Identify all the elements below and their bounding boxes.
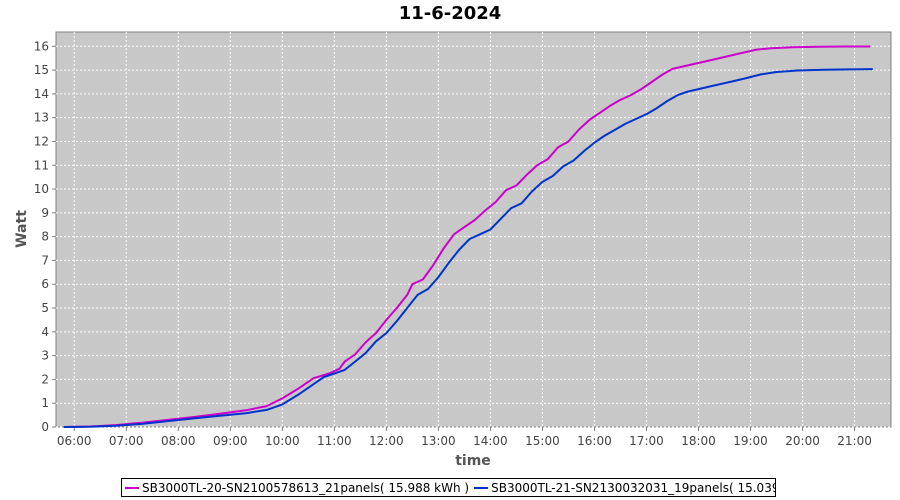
legend-label-2: SB3000TL-21-SN2130032031_19panels( 15.03…	[491, 480, 776, 495]
legend-label-1: SB3000TL-20-SN2100578613_21panels( 15.98…	[142, 480, 470, 495]
y-tick-label: 3	[41, 349, 49, 363]
x-tick-label: 13:00	[421, 434, 456, 448]
y-tick-label: 7	[41, 253, 49, 267]
y-tick-label: 11	[34, 158, 49, 172]
x-axis-label: time	[455, 453, 491, 469]
x-tick-label: 08:00	[161, 434, 196, 448]
x-tick-label: 06:00	[57, 434, 92, 448]
x-tick-label: 16:00	[577, 434, 612, 448]
legend-swatch-2	[474, 486, 489, 489]
y-tick-label: 9	[41, 206, 49, 220]
y-tick-label: 8	[41, 230, 49, 244]
x-tick-label: 21:00	[837, 434, 872, 448]
x-tick-label: 14:00	[473, 434, 508, 448]
series-line-1	[63, 45, 871, 428]
x-tick-label: 09:00	[213, 434, 248, 448]
x-tick-label: 18:00	[681, 434, 716, 448]
x-tick-label: 10:00	[265, 434, 300, 448]
y-tick-label: 1	[41, 396, 49, 410]
x-tick-label: 07:00	[109, 434, 144, 448]
y-tick-label: 2	[41, 372, 49, 386]
chart-title: 11-6-2024	[398, 3, 502, 24]
x-tick-label: 11:00	[317, 434, 352, 448]
y-tick-label: 0	[41, 420, 49, 434]
y-tick-label: 15	[34, 63, 49, 77]
legend-item-2: SB3000TL-21-SN2130032031_19panels( 15.03…	[474, 480, 776, 495]
y-tick-label: 6	[41, 277, 49, 291]
x-tick-label: 19:00	[733, 434, 768, 448]
y-tick-label: 12	[34, 134, 49, 148]
y-tick-label: 4	[41, 325, 49, 339]
y-tick-label: 10	[34, 182, 49, 196]
x-tick-label: 15:00	[525, 434, 560, 448]
legend-swatch-1	[125, 486, 139, 489]
y-tick-label: 13	[34, 111, 49, 125]
y-tick-label: 5	[41, 301, 49, 315]
series-lines	[63, 45, 873, 428]
y-tick-label: 14	[34, 87, 49, 101]
legend: SB3000TL-20-SN2100578613_21panels( 15.98…	[121, 478, 776, 497]
series-line-2	[63, 68, 873, 428]
plot-area	[55, 31, 892, 428]
legend-item-1: SB3000TL-20-SN2100578613_21panels( 15.98…	[125, 481, 469, 495]
y-tick-label: 16	[34, 39, 49, 53]
x-tick-label: 12:00	[369, 434, 404, 448]
x-tick-label: 17:00	[629, 434, 664, 448]
x-tick-label: 20:00	[785, 434, 820, 448]
y-axis-label: Watt	[14, 210, 30, 248]
